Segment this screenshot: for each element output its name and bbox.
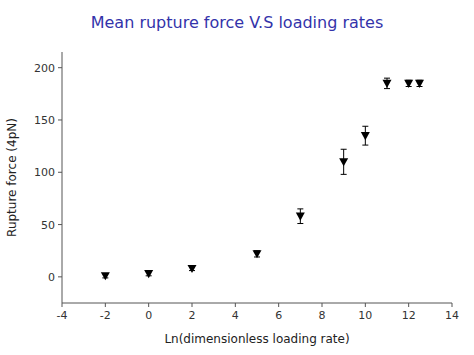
point [404, 80, 413, 88]
point [144, 270, 153, 278]
y-tick-label: 50 [41, 219, 55, 232]
x-tick-label: 6 [275, 309, 282, 322]
y-tick [58, 67, 62, 68]
y-tick-label: 0 [48, 271, 55, 284]
x-tick [105, 303, 106, 307]
y-tick-label: 150 [34, 114, 55, 127]
point [253, 250, 262, 258]
x-tick-label: 0 [145, 309, 152, 322]
x-tick-label: -2 [100, 309, 111, 322]
x-tick [62, 303, 63, 307]
point [361, 132, 370, 140]
y-axis-label: Rupture force (4pN) [5, 118, 19, 237]
x-tick-label: 8 [319, 309, 326, 322]
x-tick-label: -4 [57, 309, 68, 322]
y-tick-label: 100 [34, 166, 55, 179]
x-tick [452, 303, 453, 307]
chart: Mean rupture force V.S loading rates -4 -2… [0, 0, 474, 355]
y-axis-line [62, 52, 63, 303]
y-tick-label: 200 [34, 62, 55, 75]
point [188, 265, 197, 273]
x-axis-line [62, 303, 452, 304]
x-tick-label: 4 [232, 309, 239, 322]
x-tick [148, 303, 149, 307]
x-tick [278, 303, 279, 307]
plot-area [101, 78, 424, 280]
x-tick [365, 303, 366, 307]
x-axis-label: Ln(dimensionless loading rate) [164, 332, 349, 346]
point [339, 158, 348, 166]
point [296, 213, 305, 221]
x-tick [408, 303, 409, 307]
y-tick [58, 276, 62, 277]
point [383, 80, 392, 88]
x-tick-label: 14 [445, 309, 459, 322]
point [415, 80, 424, 88]
x-tick [192, 303, 193, 307]
x-tick-label: 12 [402, 309, 416, 322]
y-tick [58, 119, 62, 120]
x-tick-label: 2 [189, 309, 196, 322]
y-tick [58, 172, 62, 173]
point [101, 272, 110, 280]
x-tick [235, 303, 236, 307]
x-tick [322, 303, 323, 307]
x-tick-label: 10 [358, 309, 372, 322]
title: Mean rupture force V.S loading rates [91, 13, 384, 32]
y-tick [58, 224, 62, 225]
